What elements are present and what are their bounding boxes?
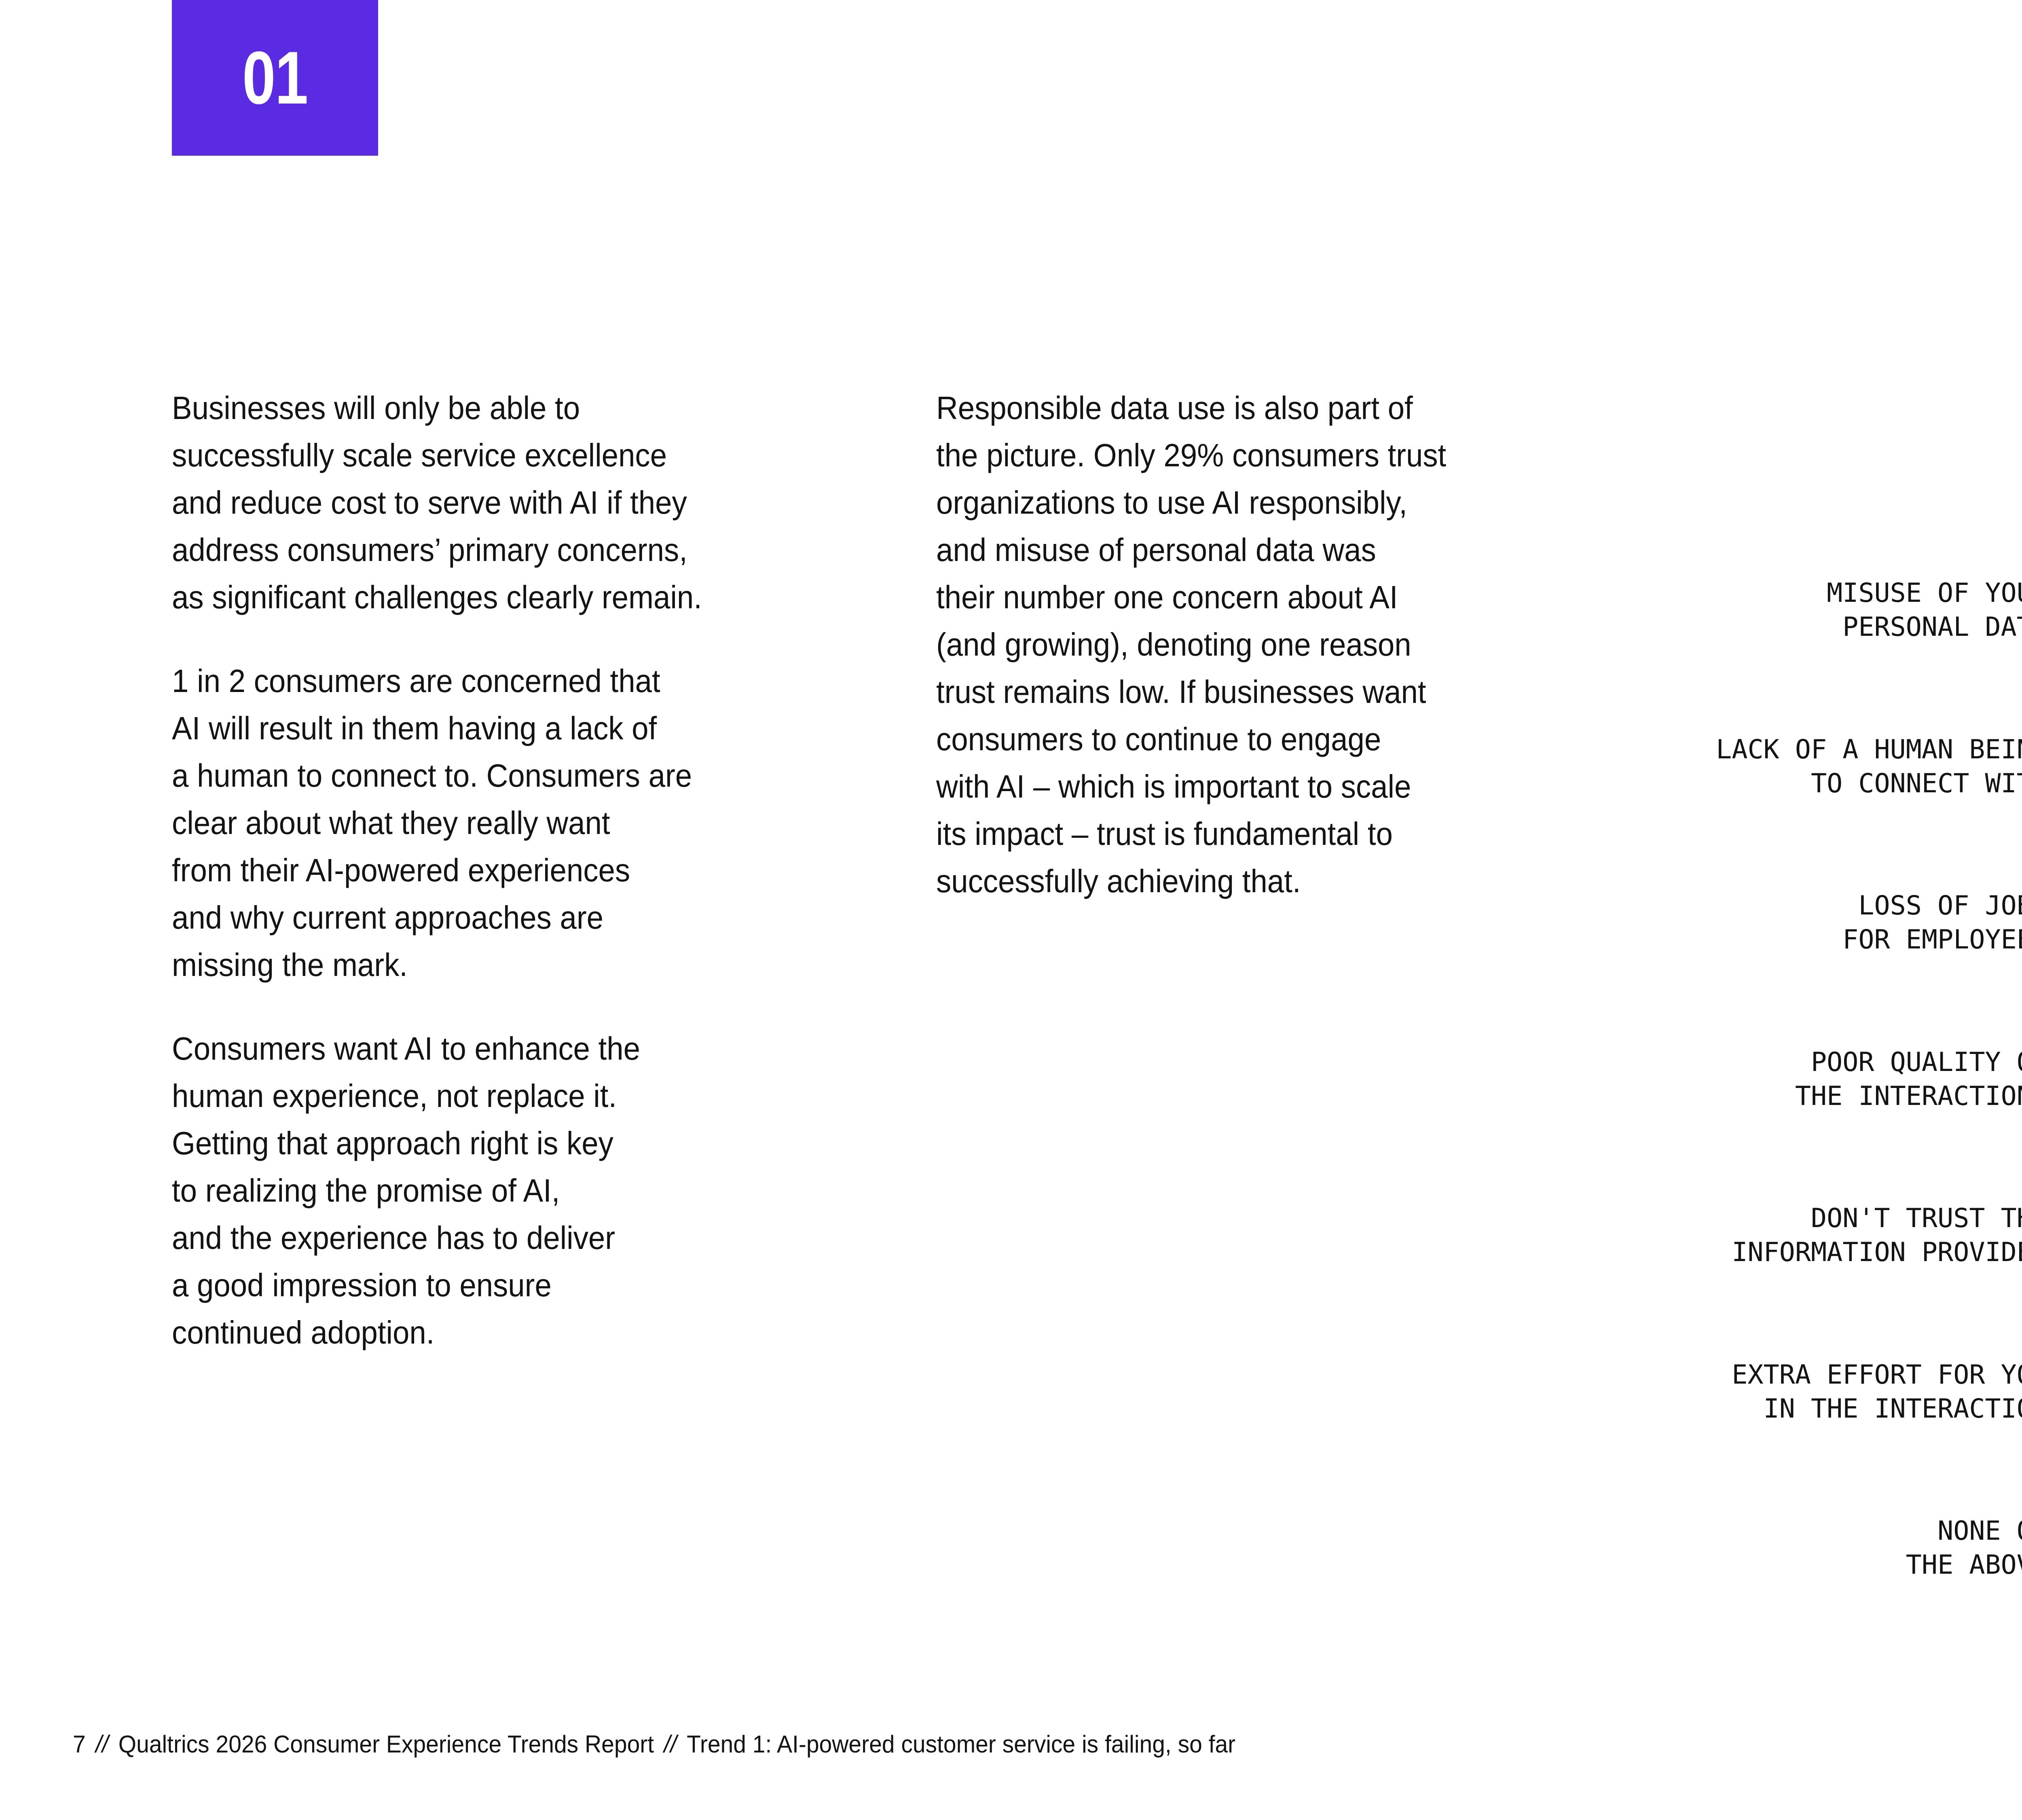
- bar-category-label: POOR QUALITY OF THE INTERACTIONS: [1795, 1047, 2022, 1111]
- chapter-badge: 01: [172, 0, 378, 156]
- chapter-number: 01: [242, 36, 308, 120]
- footer-separator: //: [664, 1731, 677, 1758]
- footer-trend-title: Trend 1: AI-powered customer service is …: [687, 1731, 1236, 1758]
- paragraph: Responsible data use is also part of the…: [936, 390, 1447, 899]
- paragraph: Consumers want AI to enhance the human e…: [172, 1031, 641, 1350]
- body-column-right: Responsible data use is also part of the…: [936, 384, 1651, 941]
- paragraph: Businesses will only be able to successf…: [172, 390, 702, 615]
- bar-category-label: LACK OF A HUMAN BEING TO CONNECT WITH: [1716, 734, 2022, 799]
- bar-category-label: EXTRA EFFORT FOR YOU IN THE INTERACTION: [1732, 1359, 2022, 1424]
- bar-category-label: NONE OF THE ABOVE: [1906, 1516, 2022, 1580]
- paragraph: 1 in 2 consumers are concerned that AI w…: [172, 663, 692, 983]
- bar-category-label: DON'T TRUST THE INFORMATION PROVIDED: [1732, 1203, 2022, 1268]
- footer-separator: //: [95, 1731, 109, 1758]
- footer-page-number: 7: [73, 1731, 86, 1758]
- footer: 7 // Qualtrics 2026 Consumer Experience …: [73, 1730, 1235, 1758]
- footer-report-title: Qualtrics 2026 Consumer Experience Trend…: [118, 1731, 654, 1758]
- bar-category-label: LOSS OF JOBS FOR EMPLOYEES: [1842, 891, 2022, 955]
- body-column-left: Businesses will only be able to successf…: [172, 384, 886, 1393]
- bar-category-label: MISUSE OF YOUR PERSONAL DATA: [1827, 578, 2022, 642]
